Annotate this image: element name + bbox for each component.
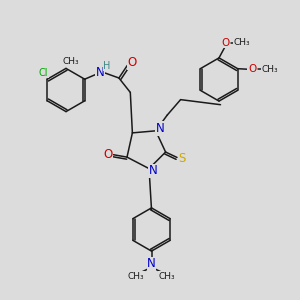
Text: N: N (149, 164, 158, 178)
Text: CH₃: CH₃ (128, 272, 144, 281)
Text: CH₃: CH₃ (62, 57, 79, 66)
Text: CH₃: CH₃ (261, 65, 278, 74)
Text: N: N (156, 122, 165, 135)
Text: N: N (96, 66, 105, 79)
Text: CH₃: CH₃ (159, 272, 176, 281)
Text: O: O (248, 64, 256, 74)
Text: S: S (179, 152, 186, 165)
Text: O: O (103, 148, 113, 161)
Text: H: H (103, 61, 111, 71)
Text: CH₃: CH₃ (234, 38, 250, 47)
Text: O: O (221, 38, 230, 48)
Text: O: O (127, 56, 136, 70)
Text: N: N (147, 257, 156, 270)
Text: Cl: Cl (39, 68, 48, 78)
